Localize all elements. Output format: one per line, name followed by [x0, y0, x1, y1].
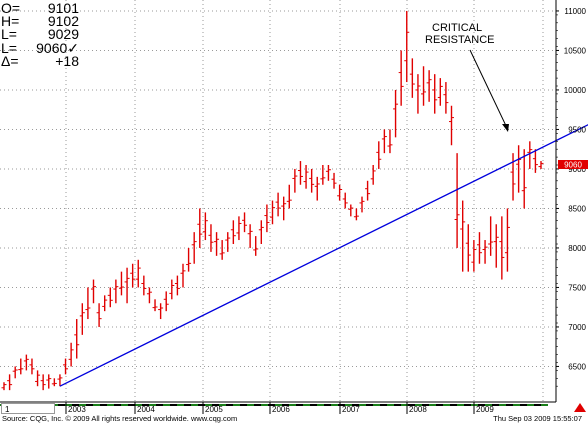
y-tick-label: 10500: [564, 46, 587, 55]
x-axis-strip-seg: [436, 404, 443, 406]
chart-tab-label: 1: [5, 405, 10, 414]
trendline-layer: [59, 124, 588, 387]
y-tick-label: 8000: [568, 244, 586, 253]
x-tick-label: 2008: [409, 405, 427, 414]
x-axis-strip-seg: [184, 404, 191, 406]
grid-lines: [0, 0, 556, 402]
x-axis-strip-seg: [408, 404, 415, 406]
ohlc-label: L=: [1, 39, 17, 56]
y-tick-label: 6500: [568, 362, 586, 371]
x-axis-strip-seg: [114, 404, 121, 406]
x-axis-strip-seg: [198, 404, 205, 406]
y-tick-label: 7000: [568, 323, 586, 332]
y-axis: 6500 7000 7500 8000 8500 9000 9500 10000 10500 11…: [555, 0, 587, 402]
ohlc-label: Δ=: [1, 52, 19, 69]
ohlc-label: O=: [1, 0, 21, 16]
x-tick-label: 2005: [205, 405, 223, 414]
x-axis-strip-seg: [142, 404, 149, 406]
footer-copyright: Source: CQG, Inc. © 2009 All rights rese…: [2, 414, 238, 423]
x-axis-strip-seg: [352, 404, 359, 406]
x-axis-strip-seg: [240, 404, 247, 406]
x-axis-strip-seg: [534, 404, 541, 406]
ohlc-value: 9029: [47, 26, 79, 43]
ohlc-row: Δ= +18: [1, 52, 79, 69]
ohlc-value: 9060✓: [36, 39, 79, 56]
last-price-tag: [558, 160, 588, 169]
ohlc-row: L= 9029: [1, 26, 79, 43]
ohlc-bars: [1, 10, 544, 391]
x-tick-label: 2009: [476, 405, 494, 414]
x-axis-strip-seg: [282, 404, 289, 406]
x-tick-label: 2004: [137, 405, 155, 414]
ohlc-readout: O= 9101 H= 9102 L= 9029 L= 9060✓ Δ= +18: [1, 0, 79, 69]
x-axis-strip-seg: [296, 404, 303, 406]
y-tick-label: 9000: [568, 165, 586, 174]
x-axis-strip-seg: [268, 404, 275, 406]
x-axis-strip-seg: [492, 404, 499, 406]
x-axis-strip-seg: [506, 404, 513, 406]
ohlc-row: H= 9102: [1, 13, 79, 30]
x-axis-strip-seg: [394, 404, 401, 406]
y-tick-label: 11000: [564, 7, 586, 16]
x-axis-strip-seg: [422, 404, 429, 406]
x-axis-strip-seg: [170, 404, 177, 406]
x-axis-strip-seg: [310, 404, 317, 406]
x-axis-strip-seg: [226, 404, 233, 406]
y-tick-label: 9500: [568, 125, 586, 134]
x-axis-strip-seg: [72, 404, 79, 406]
x-axis-strip-seg: [464, 404, 471, 406]
x-axis-strip-seg: [366, 404, 373, 406]
x-axis-strip-seg: [254, 404, 261, 406]
x-tick-label: 2007: [342, 405, 360, 414]
x-axis-strip-seg: [100, 404, 107, 406]
x-axis-strip-seg: [520, 404, 527, 406]
x-axis-strip-seg: [128, 404, 135, 406]
support-trendline: [59, 124, 588, 387]
scroll-up-icon[interactable]: [574, 403, 586, 412]
footer-timestamp: Thu Sep 03 2009 15:55:07: [493, 414, 582, 423]
annotation-line2: RESISTANCE: [425, 34, 494, 46]
x-tick-label: 2006: [272, 405, 290, 414]
y-tick-label: 10000: [564, 86, 587, 95]
ohlc-value: 9102: [47, 13, 79, 30]
ohlc-value: +18: [55, 52, 79, 69]
x-axis-strip-seg: [86, 404, 93, 406]
annotation-line1: CRITICAL: [432, 22, 482, 34]
ohlc-label: H=: [1, 13, 20, 30]
ohlc-label: L=: [1, 26, 17, 43]
x-axis-strip-seg: [450, 404, 457, 406]
x-axis-strip-seg: [324, 404, 331, 406]
x-axis-strip-seg: [212, 404, 219, 406]
x-axis-strip-seg: [338, 404, 345, 406]
x-tick-label: 2003: [68, 405, 86, 414]
x-axis: 2003 2004 2005 2006 2007 2008 2009: [0, 401, 556, 414]
chart-tab[interactable]: 1: [1, 403, 55, 414]
ohlc-row: O= 9101: [1, 0, 79, 16]
ohlc-value: 9101: [47, 0, 79, 16]
x-axis-strip-seg: [380, 404, 387, 406]
last-price-label: 9060: [564, 161, 582, 170]
annotation-arrowhead: [502, 124, 509, 132]
x-axis-strip-seg: [478, 404, 485, 406]
annotation-arrow: [469, 49, 509, 131]
ohlc-row: L= 9060✓: [1, 39, 79, 56]
x-axis-strip-seg: [156, 404, 163, 406]
x-axis-strip-seg: [58, 404, 65, 406]
y-tick-label: 7500: [568, 283, 586, 292]
y-tick-label: 8500: [568, 204, 586, 213]
